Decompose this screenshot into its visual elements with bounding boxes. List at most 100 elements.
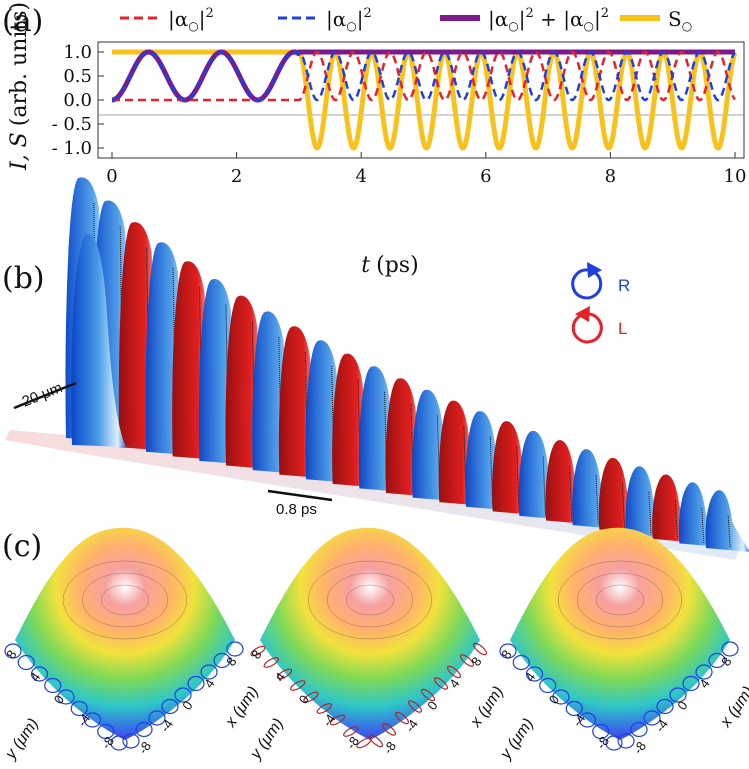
polarization-ellipse xyxy=(226,641,244,657)
polarization-ellipse xyxy=(148,710,166,726)
contour-line xyxy=(596,584,644,616)
panel-c-label: (c) xyxy=(2,529,42,564)
x-tick-label: 10 xyxy=(724,166,747,187)
polarization-trace xyxy=(621,483,626,530)
polarization-ellipse xyxy=(316,703,332,714)
polarization-ellipse xyxy=(525,666,544,682)
x-tick-label: -4 xyxy=(402,717,421,735)
polarization-ellipse xyxy=(30,666,49,682)
polarization-ellipse xyxy=(433,677,449,690)
intensity-dome xyxy=(260,527,480,740)
chart-legend: |α○|2 |α○|2 |α○|2 + |α○|2 S○ xyxy=(120,6,692,33)
polarization-ellipse xyxy=(290,680,306,691)
y-tick-label: 8 xyxy=(498,647,514,662)
polarization-ellipse xyxy=(161,698,179,715)
x-tick-label: 0 xyxy=(106,166,117,187)
x-tick-label: 4 xyxy=(201,676,217,691)
polarization-ellipse xyxy=(263,657,279,668)
polarization-trace xyxy=(674,500,678,539)
polarization-ellipse xyxy=(446,665,462,679)
polarization-ellipse xyxy=(552,689,570,705)
polarization-ellipse xyxy=(630,721,648,738)
polarization-ellipse xyxy=(459,654,475,667)
polarization-ellipse xyxy=(276,668,293,680)
x-tick-label: 8 xyxy=(605,166,616,187)
polarization-ellipse xyxy=(721,641,739,657)
contour-line xyxy=(346,584,394,616)
polarization-ellipse xyxy=(110,735,128,751)
y-tick-label: - 1.0 xyxy=(52,138,92,159)
polarization-trace xyxy=(463,426,467,503)
polarization-ellipse xyxy=(592,723,610,740)
polarization-ellipse xyxy=(695,664,713,680)
polarization-ellipse xyxy=(356,737,372,749)
polarization-ellipse xyxy=(381,723,397,736)
polarization-ellipse xyxy=(708,652,726,669)
polarization-ellipse xyxy=(70,700,88,717)
x-tick-label: -4 xyxy=(652,717,671,735)
polarization-ellipse xyxy=(682,675,700,692)
x-axis-label: x (μm) xyxy=(467,684,507,732)
contour-line xyxy=(327,572,413,628)
x-tick-label: -4 xyxy=(157,717,176,735)
polarization-ellipse xyxy=(617,733,635,749)
polarization-ellipse xyxy=(200,664,218,680)
svg-text:20 μm: 20 μm xyxy=(20,379,65,410)
polarization-trace xyxy=(595,474,599,526)
y-tick-label: 0.5 xyxy=(63,66,92,87)
polarization-ellipse xyxy=(174,687,192,703)
polarization-trace xyxy=(516,446,520,512)
legend-r-label: R xyxy=(618,276,630,295)
y-tick-label: 8 xyxy=(248,647,264,662)
polarization-ellipse xyxy=(97,723,115,740)
contour-line xyxy=(63,560,187,640)
y-axis-label: y (μm) xyxy=(497,716,537,764)
polarization-ellipse xyxy=(394,711,410,725)
contour-line xyxy=(82,572,168,628)
polarization-ellipse xyxy=(368,734,384,748)
polarization-ellipse xyxy=(57,689,75,705)
polarization-ellipse xyxy=(122,733,140,749)
polarization-ellipse xyxy=(539,677,557,694)
polarization-trace xyxy=(357,379,362,484)
legend-entry: |α○|2 xyxy=(168,6,214,33)
intensity-ridge xyxy=(71,233,126,447)
floor-plane xyxy=(5,430,740,560)
polarization-ellipse xyxy=(4,643,22,659)
legend-entry: |α○|2 xyxy=(326,6,372,33)
polarization-ellipse xyxy=(135,721,153,738)
polarization-ellipse xyxy=(420,688,436,702)
polarization-ellipse xyxy=(343,726,359,737)
polarization-ellipse xyxy=(512,654,530,671)
intensity-ridge xyxy=(705,490,749,552)
contour-line xyxy=(101,584,149,616)
polarization-ellipse xyxy=(250,645,266,657)
polarization-trace xyxy=(172,267,177,452)
polarization-ellipse xyxy=(303,691,319,703)
polarization-ellipse xyxy=(17,654,35,671)
polarization-ellipse xyxy=(44,677,62,694)
polarization-legend: R L xyxy=(571,262,630,344)
intensity-dome xyxy=(15,527,235,740)
polarization-ellipse xyxy=(669,687,687,703)
y-tick-label: 8 xyxy=(3,647,19,662)
polarization-ellipse xyxy=(83,712,102,728)
polarization-ellipse xyxy=(329,714,346,726)
polarization-ellipse xyxy=(213,652,231,669)
time-scale-bar: 0.8 ps xyxy=(267,489,333,518)
series-group xyxy=(110,49,738,151)
y-axis-label: y (μm) xyxy=(2,716,42,764)
polarization-ellipse xyxy=(499,643,517,659)
legend-entry: S○ xyxy=(668,7,692,33)
x-tick-label: -8 xyxy=(630,739,649,757)
x-tick-label: 4 xyxy=(446,676,462,691)
y-tick-label: 0.0 xyxy=(63,90,92,111)
surface-plots: 8-84-40 0-44-88y (μm)x (μm)8-84-40 0-44-88… xyxy=(2,527,749,764)
series-line xyxy=(110,49,737,103)
y-tick-label: 1.0 xyxy=(63,42,92,63)
x-tick-label: 4 xyxy=(696,676,712,691)
svg-text:0.8 ps: 0.8 ps xyxy=(276,501,317,518)
rotation-r-icon xyxy=(571,262,603,300)
